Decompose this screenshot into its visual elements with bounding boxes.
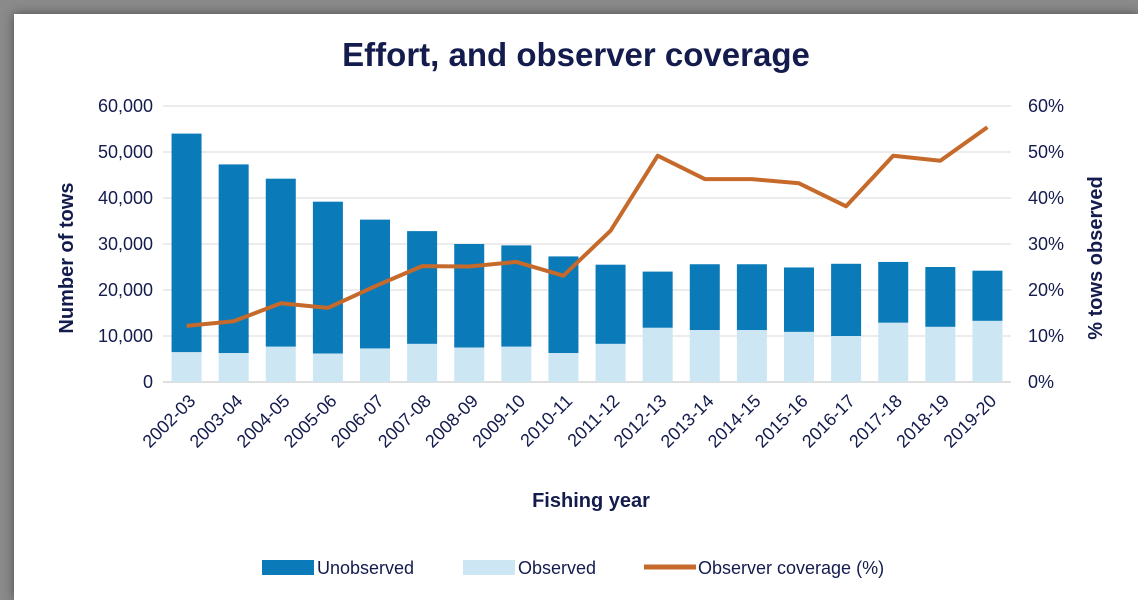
y2-tick-label: 60%: [1028, 96, 1064, 116]
x-axis-ticks: 2002-032003-042004-052005-062006-072007-…: [139, 391, 1001, 452]
y2-tick-label: 10%: [1028, 326, 1064, 346]
bar-observed: [501, 346, 532, 382]
bar-observed: [548, 353, 579, 382]
y-axis-title: Number of tows: [56, 182, 78, 333]
bar-observed: [171, 352, 202, 382]
chart-card: Effort, and observer coverage 0 10,000 20,…: [14, 14, 1138, 600]
y2-tick-label: 0%: [1028, 372, 1054, 392]
bar-unobserved: [642, 271, 673, 328]
legend-label-coverage: Observer coverage (%): [698, 558, 884, 578]
bar-unobserved: [407, 231, 438, 344]
chart-svg: Effort, and observer coverage 0 10,000 20,…: [56, 36, 1107, 578]
bar-observed: [925, 326, 956, 382]
bar-observed: [831, 336, 862, 382]
y-tick-label: 40,000: [98, 188, 153, 208]
y-tick-label: 20,000: [98, 280, 153, 300]
y2-tick-label: 30%: [1028, 234, 1064, 254]
bar-observed: [360, 348, 390, 382]
bar-observed: [784, 331, 814, 382]
chart-title: Effort, and observer coverage: [342, 36, 810, 73]
y2-tick-label: 20%: [1028, 280, 1064, 300]
bar-unobserved: [265, 178, 296, 347]
bar-unobserved: [878, 261, 909, 323]
bar-unobserved: [171, 133, 202, 353]
bar-unobserved: [360, 219, 390, 349]
bar-observed: [972, 320, 1003, 382]
bar-unobserved: [689, 264, 720, 331]
legend-swatch-unobserved: [262, 560, 314, 575]
y2-tick-label: 50%: [1028, 142, 1064, 162]
bar-unobserved: [454, 244, 485, 348]
y2-axis-ticks: 0% 10% 20% 30% 40% 50% 60%: [1028, 96, 1064, 392]
bar-unobserved: [218, 164, 249, 354]
bar-observed: [878, 322, 909, 382]
bar-unobserved: [784, 267, 814, 332]
bar-unobserved: [972, 270, 1003, 321]
legend-swatch-observed: [463, 560, 515, 575]
bar-unobserved: [925, 267, 956, 327]
legend-label-unobserved: Unobserved: [317, 558, 414, 578]
y-tick-label: 0: [143, 372, 153, 392]
bars-group: [171, 133, 1003, 382]
y-axis-ticks: 0 10,000 20,000 30,000 40,000 50,000 60,000: [98, 96, 153, 392]
bar-observed: [407, 343, 438, 382]
y2-axis-title: % tows observed: [1085, 176, 1107, 339]
y2-tick-label: 40%: [1028, 188, 1064, 208]
bar-unobserved: [736, 264, 767, 331]
bar-unobserved: [312, 201, 343, 354]
x-axis-title: Fishing year: [532, 490, 650, 512]
legend: Unobserved Observed Observer coverage (%…: [262, 558, 884, 578]
coverage-line: [186, 125, 989, 328]
y-tick-label: 60,000: [98, 96, 153, 116]
bar-observed: [689, 330, 720, 382]
bar-unobserved: [595, 264, 626, 344]
y-tick-label: 50,000: [98, 142, 153, 162]
bar-observed: [312, 353, 343, 382]
coverage-line-group: [186, 125, 989, 328]
bar-observed: [595, 343, 626, 382]
y-tick-label: 10,000: [98, 326, 153, 346]
y-tick-label: 30,000: [98, 234, 153, 254]
bar-observed: [736, 330, 767, 382]
bar-unobserved: [831, 263, 862, 336]
bar-observed: [218, 353, 249, 382]
legend-label-observed: Observed: [518, 558, 596, 578]
x-tick-label: 2009-10: [468, 391, 529, 452]
bar-observed: [642, 327, 673, 382]
x-tick-label: 2019-20: [939, 391, 1000, 452]
grid-lines: [163, 105, 1011, 383]
bar-observed: [454, 347, 485, 382]
bar-observed: [265, 346, 296, 382]
